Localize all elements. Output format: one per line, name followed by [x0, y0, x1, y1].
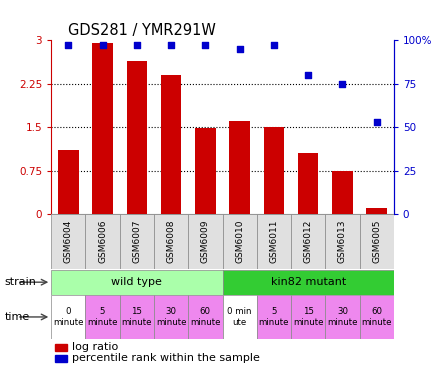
- Text: strain: strain: [4, 277, 36, 287]
- Text: GSM6013: GSM6013: [338, 220, 347, 263]
- Text: GSM6008: GSM6008: [166, 220, 176, 263]
- Text: GSM6011: GSM6011: [269, 220, 279, 263]
- Bar: [291, 295, 325, 339]
- Text: log ratio: log ratio: [72, 342, 118, 352]
- Point: [271, 42, 278, 48]
- Bar: [298, 153, 319, 214]
- Bar: [257, 214, 291, 269]
- Text: GSM6012: GSM6012: [303, 220, 313, 263]
- Bar: [325, 295, 360, 339]
- Bar: [85, 295, 120, 339]
- Bar: [154, 214, 188, 269]
- Bar: [51, 270, 223, 295]
- Bar: [120, 295, 154, 339]
- Text: GSM6007: GSM6007: [132, 220, 142, 263]
- Bar: [291, 214, 325, 269]
- Text: 30
minute: 30 minute: [327, 307, 358, 327]
- Bar: [120, 214, 154, 269]
- Bar: [161, 75, 182, 214]
- Text: GSM6010: GSM6010: [235, 220, 244, 263]
- Bar: [332, 171, 353, 214]
- Bar: [188, 295, 222, 339]
- Text: 15
minute: 15 minute: [121, 307, 152, 327]
- Text: GSM6009: GSM6009: [201, 220, 210, 263]
- Point: [305, 72, 312, 78]
- Text: 60
minute: 60 minute: [190, 307, 221, 327]
- Point: [168, 42, 175, 48]
- Point: [65, 42, 72, 48]
- Bar: [126, 60, 147, 214]
- Point: [373, 119, 380, 125]
- Text: GSM6005: GSM6005: [372, 220, 381, 263]
- Bar: [58, 150, 79, 214]
- Bar: [263, 127, 284, 214]
- Text: 0
minute: 0 minute: [53, 307, 84, 327]
- Text: GDS281 / YMR291W: GDS281 / YMR291W: [69, 23, 216, 38]
- Text: percentile rank within the sample: percentile rank within the sample: [72, 354, 259, 363]
- Bar: [55, 344, 67, 351]
- Text: 5
minute: 5 minute: [259, 307, 289, 327]
- Bar: [257, 295, 291, 339]
- Bar: [51, 214, 85, 269]
- Bar: [85, 214, 120, 269]
- Bar: [360, 214, 394, 269]
- Bar: [325, 214, 360, 269]
- Bar: [55, 355, 67, 362]
- Text: wild type: wild type: [111, 277, 162, 287]
- Bar: [360, 295, 394, 339]
- Bar: [366, 208, 387, 214]
- Text: 30
minute: 30 minute: [156, 307, 186, 327]
- Bar: [222, 214, 257, 269]
- Point: [99, 42, 106, 48]
- Text: kin82 mutant: kin82 mutant: [271, 277, 346, 287]
- Point: [134, 42, 141, 48]
- Bar: [188, 214, 222, 269]
- Text: 0 min
ute: 0 min ute: [227, 307, 252, 327]
- Text: GSM6004: GSM6004: [64, 220, 73, 263]
- Text: GSM6006: GSM6006: [98, 220, 107, 263]
- Point: [339, 81, 346, 87]
- Bar: [92, 43, 113, 214]
- Bar: [229, 122, 250, 214]
- Point: [202, 42, 209, 48]
- Point: [236, 46, 243, 52]
- Bar: [154, 295, 188, 339]
- Text: 15
minute: 15 minute: [293, 307, 324, 327]
- Bar: [222, 295, 257, 339]
- Bar: [195, 128, 216, 214]
- Bar: [51, 295, 85, 339]
- Text: 5
minute: 5 minute: [87, 307, 118, 327]
- Bar: [222, 270, 394, 295]
- Text: 60
minute: 60 minute: [361, 307, 392, 327]
- Text: time: time: [4, 312, 30, 322]
